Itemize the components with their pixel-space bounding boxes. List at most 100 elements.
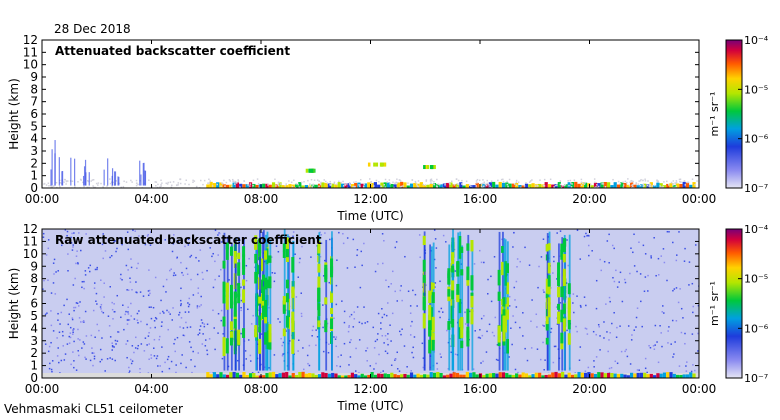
noise-pixel (639, 180, 642, 182)
noise-pixel (157, 183, 159, 186)
signal-patch (503, 261, 507, 277)
noise-pixel (603, 321, 605, 323)
noise-pixel (160, 183, 162, 186)
noise-pixel (343, 310, 346, 313)
noise-pixel (409, 325, 412, 327)
noise-pixel (576, 229, 579, 232)
noise-pixel (150, 354, 152, 356)
noise-pixel (311, 329, 314, 332)
noise-pixel (163, 312, 165, 314)
noise-pixel (182, 274, 185, 277)
noise-pixel (477, 336, 480, 339)
noise-pixel (56, 355, 59, 357)
noise-pixel (48, 345, 51, 348)
noise-pixel (324, 180, 327, 183)
noise-pixel (516, 266, 518, 268)
noise-pixel (361, 264, 363, 267)
signal-patch (237, 329, 241, 345)
noise-pixel (181, 271, 183, 274)
surface-layer-cell (531, 374, 535, 378)
noise-pixel (414, 181, 417, 184)
signal-patch (258, 296, 262, 304)
noise-pixel (148, 179, 150, 181)
noise-pixel (688, 284, 690, 286)
noise-pixel (599, 335, 601, 337)
noise-pixel (472, 368, 475, 370)
noise-pixel (556, 232, 558, 234)
noise-pixel (222, 333, 224, 335)
noise-pixel (608, 233, 610, 236)
noise-pixel (66, 234, 68, 237)
noise-pixel (686, 181, 689, 184)
surface-layer-cell (478, 184, 483, 188)
noise-pixel (453, 184, 456, 186)
noise-pixel (680, 307, 683, 310)
surface-layer-cell (331, 183, 335, 188)
noise-pixel (632, 183, 634, 186)
noise-pixel (281, 344, 283, 347)
signal-patch (497, 269, 501, 286)
y-tick-label: 2 (30, 156, 38, 170)
noise-pixel (310, 256, 312, 258)
noise-pixel (99, 306, 102, 308)
colorbar-tick-label: 10⁻⁴ (744, 223, 769, 236)
noise-pixel (154, 276, 157, 279)
noise-pixel (344, 183, 346, 185)
noise-pixel (480, 185, 483, 188)
noise-pixel (303, 180, 305, 183)
noise-pixel (60, 359, 63, 362)
noise-pixel (240, 286, 242, 289)
signal-patch (264, 307, 268, 319)
cloud-patch (311, 168, 314, 173)
surface-layer-cell (294, 184, 299, 188)
noise-pixel (156, 186, 159, 188)
cloud-patch (433, 165, 436, 170)
noise-pixel (549, 178, 552, 181)
noise-pixel (72, 333, 74, 335)
noise-pixel (336, 365, 338, 367)
surface-layer-cell (495, 184, 499, 188)
noise-pixel (401, 328, 403, 330)
noise-pixel (487, 293, 489, 295)
noise-pixel (124, 313, 126, 316)
noise-pixel (68, 335, 71, 338)
noise-pixel (670, 181, 673, 184)
noise-pixel (137, 322, 139, 324)
noise-pixel (162, 310, 164, 313)
noise-pixel (661, 345, 663, 348)
noise-pixel (176, 336, 179, 339)
signal-patch (242, 279, 246, 286)
noise-pixel (542, 324, 544, 327)
noise-pixel (694, 184, 696, 186)
noise-pixel (644, 357, 647, 360)
noise-pixel (147, 335, 150, 337)
noise-pixel (190, 278, 192, 281)
noise-pixel (479, 337, 482, 339)
noise-pixel (514, 299, 516, 301)
noise-pixel (383, 342, 385, 344)
noise-pixel (173, 239, 175, 241)
precip-streak (54, 140, 56, 186)
noise-pixel (125, 310, 127, 313)
noise-pixel (589, 183, 592, 186)
noise-pixel (132, 229, 134, 232)
surface-layer-cell (363, 183, 368, 188)
noise-pixel (75, 262, 77, 265)
noise-pixel (536, 348, 539, 350)
noise-pixel (399, 186, 402, 188)
signal-streak (452, 229, 454, 371)
cloud-patch (381, 162, 385, 167)
noise-pixel (596, 184, 598, 186)
surface-layer-cell (538, 372, 542, 378)
noise-pixel (315, 329, 317, 331)
signal-patch (222, 290, 226, 304)
surface-layer-cell (577, 371, 581, 378)
noise-pixel (185, 321, 187, 324)
noise-pixel (619, 271, 622, 274)
noise-pixel (419, 256, 421, 259)
noise-pixel (90, 334, 93, 337)
surface-layer-cell (607, 372, 611, 378)
noise-pixel (528, 264, 531, 266)
noise-pixel (136, 182, 138, 184)
noise-pixel (71, 232, 73, 235)
